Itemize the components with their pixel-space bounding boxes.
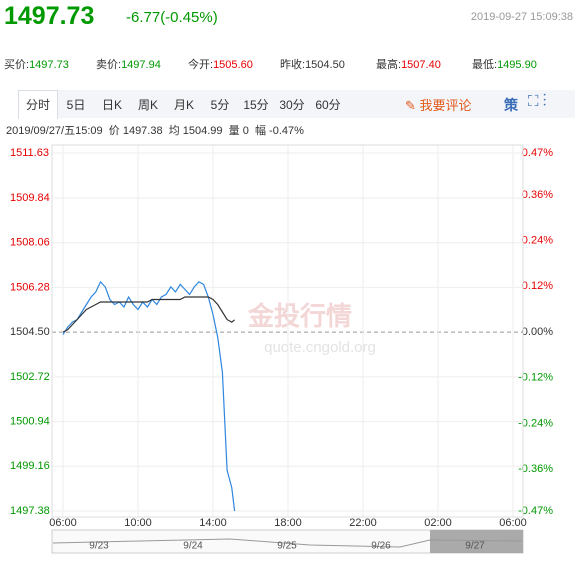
info-label: 价: [108, 125, 120, 137]
y2-tick-label: -0.24%: [518, 417, 553, 429]
quote-value: 1495.90: [497, 59, 537, 71]
y2-tick-label: -0.36%: [518, 463, 553, 475]
info-value: 1504.99: [182, 125, 223, 137]
info-line: 2019/09/27/五15:09 价 1497.38 均 1504.99 量 …: [6, 122, 304, 138]
tab[interactable]: 5分: [210, 98, 230, 112]
x-tick-label: 06:00: [499, 517, 527, 529]
x-tick-label: 22:00: [349, 517, 377, 529]
datetime: 2019-09-27 15:09:38: [470, 11, 573, 23]
navigator-date: 9/27: [465, 541, 485, 552]
x-tick-label: 10:00: [124, 517, 152, 529]
quote: 昨收:1504.50: [280, 56, 376, 72]
info-date: 2019/09/27/五15:09: [6, 125, 103, 137]
y-tick-label: 1499.16: [10, 460, 50, 472]
comment-button[interactable]: ✎ 我要评论: [405, 98, 472, 113]
quote: 最低:1495.90: [472, 56, 568, 72]
y-tick-label: 1506.28: [10, 281, 50, 293]
quote-value: 1505.60: [213, 59, 253, 71]
tool-icons[interactable]: ⛶ ⋮: [528, 93, 547, 110]
quote-label: 卖价:: [96, 59, 122, 71]
navigator-date: 9/25: [277, 541, 297, 552]
y2-tick-label: 0.00%: [522, 326, 553, 338]
quote: 买价:1497.73: [4, 56, 96, 72]
y2-tick-label: 0.24%: [522, 235, 553, 247]
plot-frame: [51, 144, 524, 518]
info-value: 0: [242, 125, 249, 137]
tab[interactable]: 分时: [18, 90, 58, 119]
quote-row: 买价:1497.73 卖价:1497.94 今开:1505.60 昨收:1504.50…: [4, 56, 568, 72]
tab[interactable]: 月K: [173, 98, 194, 112]
info-value: -0.47%: [269, 125, 304, 137]
comment-text[interactable]: 我要评论: [419, 98, 472, 113]
quote: 卖价:1497.94: [96, 56, 188, 72]
y-tick-label: 1500.94: [10, 415, 50, 427]
info-label: 量: [228, 125, 240, 137]
y-tick-label: 1511.63: [10, 147, 49, 159]
y-tick-label: 1509.84: [10, 192, 50, 204]
y2-tick-label: -0.47%: [518, 505, 553, 517]
tab[interactable]: 周K: [137, 98, 158, 112]
price: 1497.73: [4, 2, 95, 30]
price-line: [62, 280, 236, 512]
watermark-url: quote.cngold.org: [264, 339, 376, 356]
x-tick-label: 02:00: [424, 517, 452, 529]
change: -6.77(-0.45%): [126, 9, 218, 26]
navigator-date: 9/26: [371, 541, 391, 552]
tab[interactable]: 5日: [66, 98, 86, 112]
y2-tick-label: -0.12%: [518, 372, 553, 384]
y2-tick-label: 0.36%: [522, 189, 553, 201]
info-label: 幅: [254, 125, 266, 137]
y-tick-label: 1504.50: [10, 326, 50, 338]
y-tick-label: 1502.72: [10, 371, 50, 383]
info-label: 均: [168, 125, 180, 137]
quote-value: 1497.94: [121, 59, 161, 71]
y2-tick-label: 0.47%: [522, 147, 553, 159]
watermark: 金投行情: [247, 301, 352, 331]
quote-label: 最高:: [376, 59, 402, 71]
tabs: 分时 5日 日K 周K 月K 5分 15分 30分 60分: [18, 90, 346, 119]
navigator-date: 9/23: [89, 541, 109, 552]
navigator-line: [52, 538, 523, 548]
quote-value: 1504.50: [305, 59, 345, 71]
tab[interactable]: 30分: [279, 98, 305, 112]
tab[interactable]: 日K: [101, 98, 122, 112]
navigator-date: 9/24: [183, 541, 203, 552]
quote: 最高:1507.40: [376, 56, 472, 72]
quote-value: 1497.73: [29, 59, 69, 71]
strategy-button[interactable]: 策: [504, 97, 518, 113]
y2-tick-label: 0.12%: [522, 280, 553, 292]
navigator-window[interactable]: [430, 530, 523, 553]
x-tick-label: 14:00: [199, 517, 227, 529]
y-tick-label: 1497.38: [10, 505, 50, 517]
price-line: [62, 296, 235, 333]
quote-label: 昨收:: [280, 59, 306, 71]
quote-value: 1507.40: [401, 59, 441, 71]
info-value: 1497.38: [122, 125, 163, 137]
y-tick-label: 1508.06: [10, 237, 50, 249]
tab[interactable]: 15分: [243, 98, 269, 112]
tab[interactable]: 60分: [315, 98, 341, 112]
quote-label: 今开:: [188, 59, 214, 71]
quote: 今开:1505.60: [188, 56, 280, 72]
x-tick-label: 06:00: [49, 517, 77, 529]
x-tick-label: 18:00: [274, 517, 302, 529]
quote-label: 最低:: [472, 59, 498, 71]
quote-label: 买价:: [4, 59, 30, 71]
tab-bar: [18, 90, 575, 118]
